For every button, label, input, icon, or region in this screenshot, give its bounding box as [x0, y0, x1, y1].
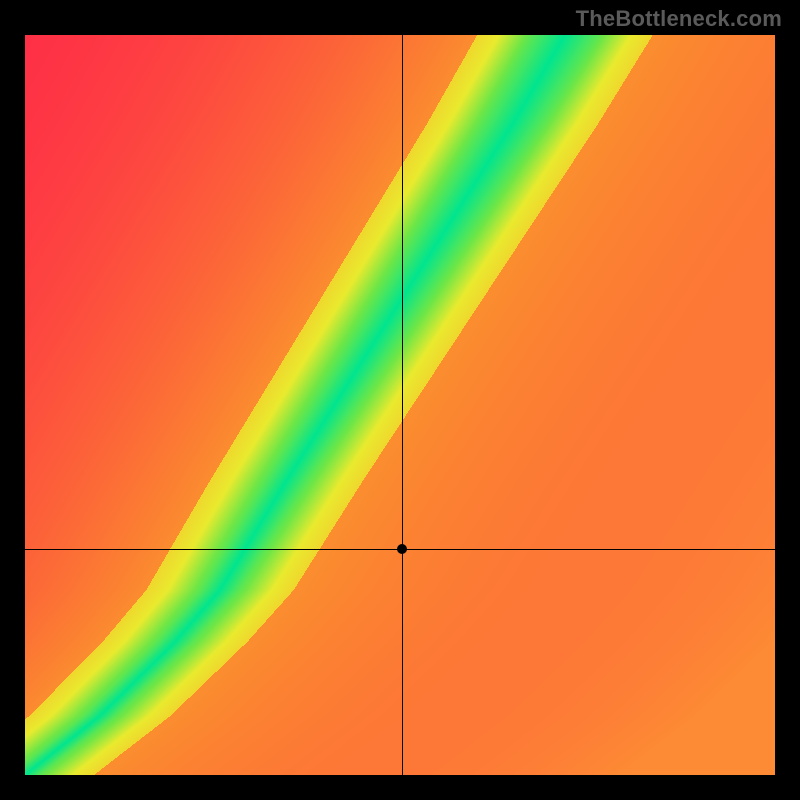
crosshair-vertical	[402, 35, 403, 775]
crosshair-marker	[397, 544, 407, 554]
watermark-text: TheBottleneck.com	[576, 6, 782, 32]
chart-container: TheBottleneck.com	[0, 0, 800, 800]
plot-area	[25, 35, 775, 775]
bottleneck-heatmap	[25, 35, 775, 775]
